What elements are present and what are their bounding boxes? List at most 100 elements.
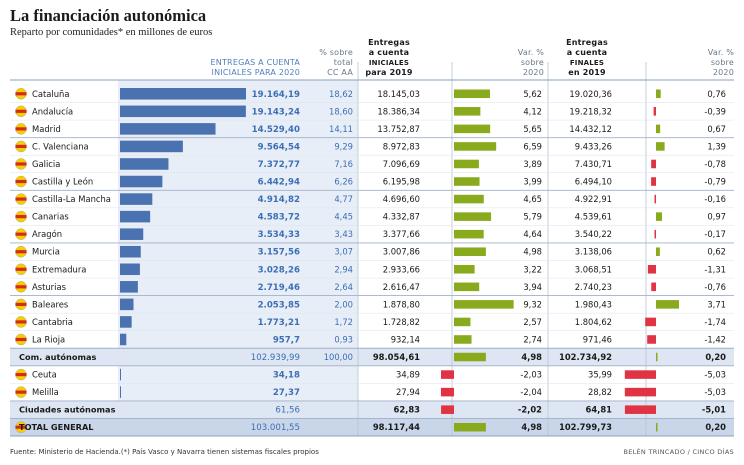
row-label: Andalucía bbox=[32, 106, 73, 116]
row-label: TOTAL GENERAL bbox=[19, 422, 94, 432]
value-fin-2019: 1.804,62 bbox=[575, 317, 612, 327]
value-fin-2019: 2.740,23 bbox=[575, 282, 612, 292]
madrid-flag-icon bbox=[15, 123, 27, 135]
credit-note: BELÉN TRINCADO / CINCO DÍAS bbox=[623, 448, 734, 456]
bar-var2 bbox=[654, 229, 656, 239]
value-ini-2019: 18.145,03 bbox=[377, 89, 420, 99]
melilla-flag-icon bbox=[15, 386, 27, 398]
bar-e2020 bbox=[120, 123, 216, 135]
flag-stripe bbox=[15, 267, 27, 271]
flag-stripe bbox=[15, 372, 27, 377]
header-finales-2019: Entregas a cuenta FINALES en 2019 bbox=[556, 38, 618, 78]
header-var1-line3: 2020 bbox=[522, 68, 544, 77]
value-var2: 0,20 bbox=[705, 352, 726, 362]
value-pct-total: 3,43 bbox=[334, 229, 353, 239]
bar-e2020 bbox=[120, 105, 246, 118]
value-var1: 4,12 bbox=[523, 106, 542, 116]
value-e2020: 19.143,24 bbox=[252, 107, 300, 117]
row-label: Galicia bbox=[32, 159, 60, 169]
chart-title: La financiación autonómica bbox=[10, 6, 207, 25]
header-pct-line1: % sobre bbox=[319, 48, 353, 57]
blue-panel-bg bbox=[118, 80, 358, 436]
value-var1: -2,04 bbox=[520, 387, 542, 397]
value-var1: 3,94 bbox=[523, 282, 542, 292]
canarias-flag-icon bbox=[15, 210, 27, 223]
value-e2020: 7.372,77 bbox=[258, 160, 300, 170]
value-var1: 3,99 bbox=[523, 177, 542, 187]
value-pct-total: 100,00 bbox=[324, 352, 353, 362]
bar-var1 bbox=[454, 142, 497, 151]
value-e2020: 3.534,33 bbox=[258, 230, 300, 240]
bar-var2 bbox=[654, 194, 656, 204]
value-ini-2019: 3.007,86 bbox=[383, 247, 420, 257]
value-var2: -5,03 bbox=[704, 370, 726, 380]
galicia-flag-icon bbox=[15, 158, 27, 170]
value-fin-2019: 9.433,26 bbox=[575, 141, 612, 151]
value-fin-2019: 4.922,91 bbox=[575, 194, 612, 204]
value-pct-total: 4,77 bbox=[334, 194, 353, 204]
value-pct-total: 14,11 bbox=[329, 124, 353, 134]
bar-var1 bbox=[454, 247, 486, 256]
flag-stripe bbox=[15, 162, 27, 166]
value-var2: 3,71 bbox=[707, 299, 726, 309]
rioja-flag-icon bbox=[15, 333, 27, 346]
value-var1: -2,03 bbox=[520, 370, 542, 380]
value-ini-2019: 62,83 bbox=[394, 405, 421, 415]
value-ini-2019: 932,14 bbox=[391, 334, 420, 344]
header-ini-line3: INICIALES bbox=[368, 59, 410, 67]
bar-var1 bbox=[454, 212, 492, 221]
value-var2: 0,20 bbox=[705, 422, 726, 432]
bar-var2 bbox=[647, 335, 656, 344]
bar-var1 bbox=[454, 177, 480, 186]
value-var1: 2,74 bbox=[523, 334, 542, 344]
flag-stripe bbox=[15, 127, 27, 131]
asturias-flag-icon bbox=[15, 281, 27, 293]
value-var1: 3,89 bbox=[523, 159, 542, 169]
value-var1: 5,62 bbox=[523, 89, 542, 99]
value-pct-total: 1,72 bbox=[334, 317, 353, 327]
castilla-leon-flag-icon bbox=[15, 175, 27, 188]
flag-stripe bbox=[15, 390, 27, 394]
bar-e2020 bbox=[120, 316, 132, 328]
bar-var2 bbox=[647, 265, 656, 274]
bar-e2020 bbox=[120, 193, 153, 205]
value-pct-total: 3,07 bbox=[334, 247, 353, 257]
value-fin-2019: 3.138,06 bbox=[575, 247, 612, 257]
value-var2: -1,31 bbox=[704, 264, 726, 274]
value-e2020: 103.001,55 bbox=[251, 423, 300, 433]
row-label: Baleares bbox=[32, 299, 68, 309]
value-e2020: 2.719,46 bbox=[258, 283, 300, 293]
flag-stripe bbox=[15, 109, 27, 113]
value-ini-2019: 3.377,66 bbox=[383, 229, 420, 239]
bar-var1 bbox=[440, 387, 454, 397]
value-fin-2019: 7.430,71 bbox=[575, 159, 612, 169]
value-pct-total: 18,62 bbox=[329, 89, 353, 99]
value-fin-2019: 3.068,51 bbox=[575, 264, 612, 274]
value-e2020: 1.773,21 bbox=[258, 318, 300, 328]
murcia-flag-icon bbox=[15, 246, 27, 258]
bar-var2 bbox=[656, 142, 665, 151]
header-ini-line2: a cuenta bbox=[368, 48, 410, 57]
row-label: La Rioja bbox=[32, 334, 65, 344]
header-entregas-2020-line1: ENTREGAS A CUENTA bbox=[210, 58, 300, 67]
bar-e2020 bbox=[120, 158, 169, 170]
bar-var2 bbox=[656, 247, 660, 256]
header-pct-line3: CC AA bbox=[327, 68, 353, 77]
value-pct-total: 0,93 bbox=[334, 334, 353, 344]
flag-stripe bbox=[15, 179, 27, 184]
value-var1: 4,64 bbox=[523, 229, 542, 239]
value-ini-2019: 4.696,60 bbox=[383, 194, 420, 204]
value-var1: 5,65 bbox=[523, 124, 542, 134]
flag-stripe bbox=[15, 250, 27, 254]
value-e2020: 34,18 bbox=[273, 371, 300, 381]
chart-subtitle: Reparto por comunidades* en millones de … bbox=[10, 27, 213, 38]
value-var2: 0,76 bbox=[707, 89, 726, 99]
value-pct-total: 4,45 bbox=[334, 212, 353, 222]
bar-var1 bbox=[454, 422, 486, 432]
bar-var2 bbox=[653, 107, 656, 116]
bar-var2 bbox=[624, 405, 656, 414]
value-pct-total: 18,60 bbox=[329, 106, 353, 116]
bar-var2 bbox=[651, 177, 656, 186]
row-label: Castilla-La Mancha bbox=[32, 194, 111, 204]
header-var1: Var. % sobre 2020 bbox=[500, 48, 544, 78]
